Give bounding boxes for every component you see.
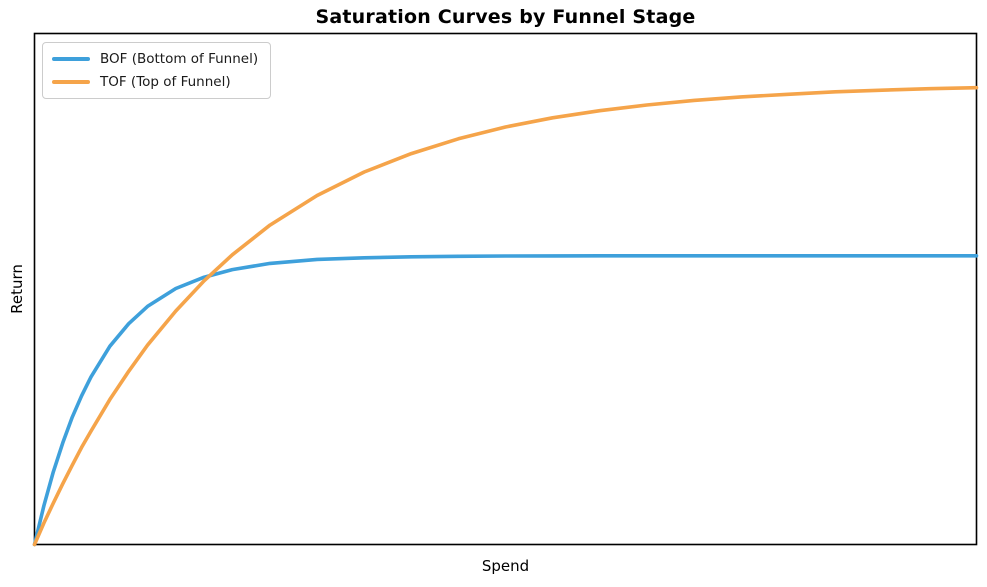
y-axis-label: Return xyxy=(8,264,26,314)
axes-border xyxy=(33,32,978,546)
bof-line-swatch xyxy=(52,57,90,61)
bof-curve xyxy=(32,254,979,547)
legend-item-bof: BOF (Bottom of Funnel) xyxy=(52,51,258,67)
legend: BOF (Bottom of Funnel) TOF (Top of Funne… xyxy=(42,42,272,99)
tof-line-swatch xyxy=(52,80,90,84)
tof-curve xyxy=(32,85,979,547)
legend-label-tof: TOF (Top of Funnel) xyxy=(100,74,231,90)
legend-label-bof: BOF (Bottom of Funnel) xyxy=(100,51,259,67)
curves xyxy=(32,85,979,547)
chart-title: Saturation Curves by Funnel Stage xyxy=(315,6,696,28)
x-axis-label: Spend xyxy=(481,557,530,575)
legend-item-tof: TOF (Top of Funnel) xyxy=(52,74,258,90)
